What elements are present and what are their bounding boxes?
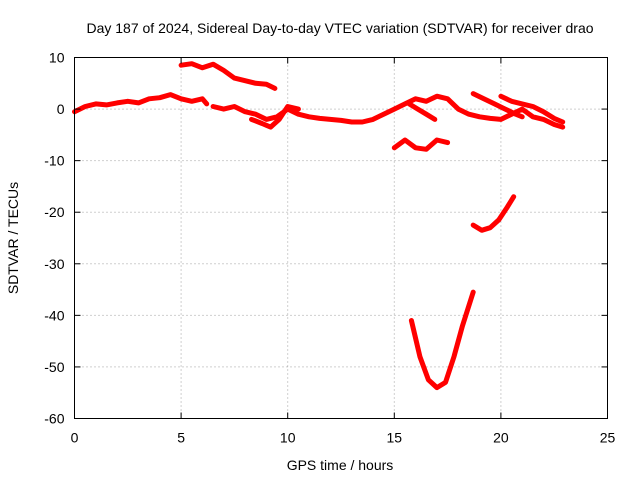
- series-line-arc-8: [470, 91, 525, 120]
- y-axis-label: SDTVAR / TECUs: [5, 182, 21, 294]
- y-tick-label: 10: [49, 50, 65, 66]
- x-tick-label: 0: [71, 430, 79, 446]
- series-line-arc-7: [470, 194, 517, 233]
- plot-frame: [74, 57, 608, 419]
- series-line-arc-10: [406, 101, 438, 122]
- series-line-arc-2: [178, 61, 278, 91]
- y-tick-label: -60: [44, 411, 64, 427]
- x-tick-label: 15: [387, 430, 403, 446]
- x-tick-label: 5: [177, 430, 185, 446]
- y-tick-label: -10: [44, 153, 64, 169]
- series-layer: [72, 61, 566, 391]
- series-line-arc-9: [498, 93, 566, 125]
- y-tick-label: -40: [44, 307, 64, 323]
- series-line-arc-3: [210, 93, 566, 130]
- series-line-arc-1: [72, 92, 210, 115]
- y-tick-label: 0: [57, 101, 65, 117]
- series-line-arc-4: [249, 104, 301, 130]
- x-tick-label: 25: [600, 430, 616, 446]
- x-axis-label: GPS time / hours: [287, 457, 394, 473]
- series-line-arc-6: [408, 289, 476, 391]
- x-tick-label: 20: [493, 430, 509, 446]
- tick-layer: 0 5 10 15 20 25 -60 -50 -40 -30 -20 -10 0 10: [44, 50, 615, 446]
- series-line-arc-5: [391, 137, 451, 152]
- chart-title: Day 187 of 2024, Sidereal Day-to-day VTE…: [86, 20, 593, 36]
- y-tick-label: -50: [44, 359, 64, 375]
- y-tick-label: -20: [44, 204, 64, 220]
- y-tick-label: -30: [44, 256, 64, 272]
- x-tick-label: 10: [280, 430, 296, 446]
